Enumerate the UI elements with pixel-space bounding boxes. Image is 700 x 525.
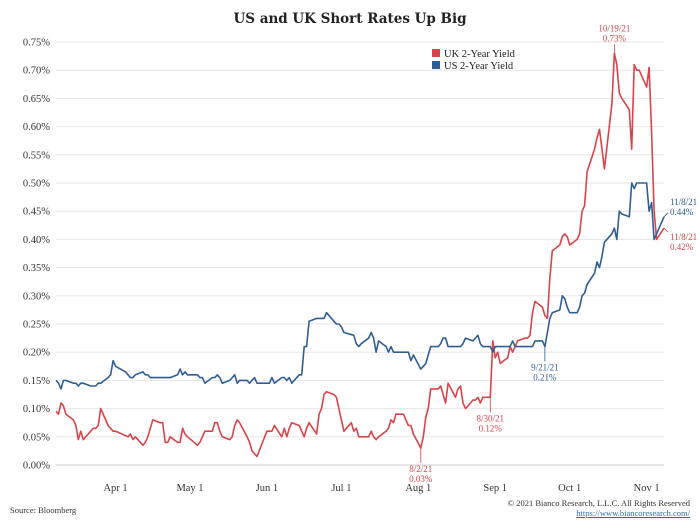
legend: UK 2-Year Yield US 2-Year Yield [432, 49, 516, 72]
y-tick-label: 0.35% [23, 263, 50, 274]
annotation-value: 0.73% [603, 33, 627, 43]
x-tick-label: Sep 1 [483, 483, 507, 494]
annotation-date: 11/8/21 [670, 232, 697, 242]
annotation-leader [663, 227, 669, 233]
copyright-note: © 2021 Bianco Research, L.L.C. All Right… [508, 498, 690, 518]
annotations: 10/19/210.73% 8/2/210.03% 8/30/210.12% 9/21… [409, 23, 697, 484]
x-axis-ticks: Apr 1 May 1 Jun 1 Jul 1 Aug 1 Sep 1 Oct 1 Nov 1 [56, 464, 664, 494]
annotation-date: 9/21/21 [531, 363, 559, 373]
gridlines [56, 41, 664, 466]
y-tick-label: 0.75% [23, 38, 50, 49]
annotation-date: 10/19/21 [598, 23, 630, 33]
y-tick-label: 0.70% [23, 66, 50, 77]
y-tick-label: 0.10% [23, 404, 50, 415]
annotation-date: 8/2/21 [409, 464, 432, 474]
copyright-text: © 2021 Bianco Research, L.L.C. All Right… [507, 498, 690, 508]
series-line-us [55, 182, 665, 390]
y-tick-label: 0.65% [23, 94, 50, 105]
y-tick-label: 0.00% [23, 461, 50, 472]
annotation-value: 0.21% [533, 373, 557, 383]
annotation-leader [663, 212, 669, 218]
source-note: Source: Bloomberg [10, 505, 77, 515]
y-tick-label: 0.50% [23, 179, 50, 190]
y-tick-label: 0.20% [23, 348, 50, 359]
legend-label-uk: UK 2-Year Yield [444, 49, 516, 60]
legend-swatch-uk [432, 49, 440, 57]
annotation-date: 8/30/21 [477, 413, 505, 423]
legend-swatch-us [432, 61, 440, 69]
y-tick-label: 0.55% [23, 150, 50, 161]
y-tick-label: 0.05% [23, 432, 50, 443]
y-axis-ticks: 0.00% 0.05% 0.10% 0.15% 0.20% 0.25% 0.30% 0.35%… [23, 38, 50, 472]
x-tick-label: Oct 1 [558, 483, 581, 494]
annotation-date: 11/8/21 [670, 197, 697, 207]
website-link[interactable]: https://www.biancoresearch.com/ [576, 508, 690, 518]
y-tick-label: 0.25% [23, 320, 50, 331]
annotation-value: 0.44% [670, 207, 694, 217]
y-tick-label: 0.45% [23, 207, 50, 218]
legend-label-us: US 2-Year Yield [444, 61, 514, 72]
series-lines [55, 52, 665, 458]
y-tick-label: 0.30% [23, 291, 50, 302]
annotation-value: 0.42% [670, 242, 694, 252]
series-line-uk [55, 52, 665, 458]
x-tick-label: Jun 1 [256, 483, 278, 494]
chart-title: US and UK Short Rates Up Big [233, 11, 467, 27]
x-tick-label: Nov 1 [634, 483, 660, 494]
y-tick-label: 0.15% [23, 376, 50, 387]
y-tick-label: 0.60% [23, 122, 50, 133]
x-tick-label: Apr 1 [103, 483, 127, 494]
y-tick-label: 0.40% [23, 235, 50, 246]
annotation-value: 0.03% [409, 474, 433, 484]
x-tick-label: Jul 1 [331, 483, 351, 494]
annotation-value: 0.12% [479, 423, 503, 433]
x-tick-label: Aug 1 [405, 483, 431, 494]
x-tick-label: May 1 [176, 483, 203, 494]
